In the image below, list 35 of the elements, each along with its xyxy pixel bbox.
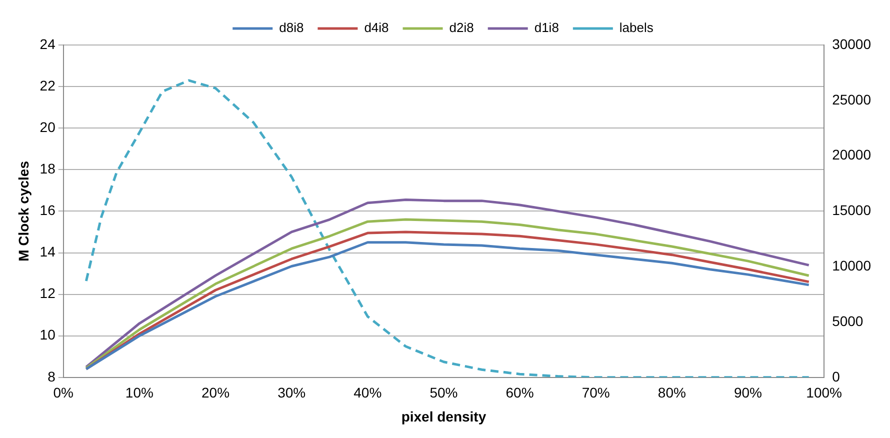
y-tick-label: 24: [40, 36, 56, 52]
x-tick-label: 40%: [354, 384, 382, 401]
y-tick-label: 22: [40, 77, 56, 94]
y-tick-label: 18: [40, 160, 56, 177]
x-tick-label: 60%: [506, 384, 534, 401]
legend-label: d2i8: [449, 20, 474, 36]
x-tick-label: 30%: [278, 384, 306, 401]
x-tick-label: 100%: [806, 384, 842, 401]
x-tick-label: 50%: [430, 384, 458, 401]
y-tick-label: 20: [40, 118, 56, 135]
y-tick-label: 12: [40, 285, 56, 302]
x-tick-label: 80%: [658, 384, 686, 401]
line-series: [84, 79, 810, 378]
x-tick-label: 10%: [125, 384, 154, 401]
y2-tick-label: 30000: [832, 36, 872, 52]
y-tick-label: 10: [40, 326, 56, 343]
y-axis-title: M Clock cycles: [15, 160, 32, 262]
x-tick-label: 70%: [582, 384, 610, 401]
y-tick-label: 16: [40, 202, 56, 218]
y2-tick-label: 5000: [832, 312, 864, 329]
y2-tick-label: 0: [832, 368, 840, 384]
legend-label: labels: [619, 20, 654, 36]
y2-tick-label: 10000: [832, 257, 872, 274]
x-axis-title: pixel density: [401, 408, 486, 424]
x-tick-label: 0%: [53, 384, 74, 401]
x-tick-label: 90%: [734, 384, 762, 401]
y-tick-label: 8: [48, 368, 56, 384]
y2-tick-label: 15000: [832, 202, 872, 218]
y-tick-label: 14: [40, 244, 56, 260]
y2-tick-label: 20000: [832, 146, 872, 163]
legend-label: d4i8: [364, 20, 389, 36]
legend-label: d8i8: [279, 20, 304, 36]
y2-tick-label: 25000: [832, 91, 872, 108]
legend-label: d1i8: [534, 20, 559, 36]
x-tick-label: 20%: [201, 384, 230, 401]
